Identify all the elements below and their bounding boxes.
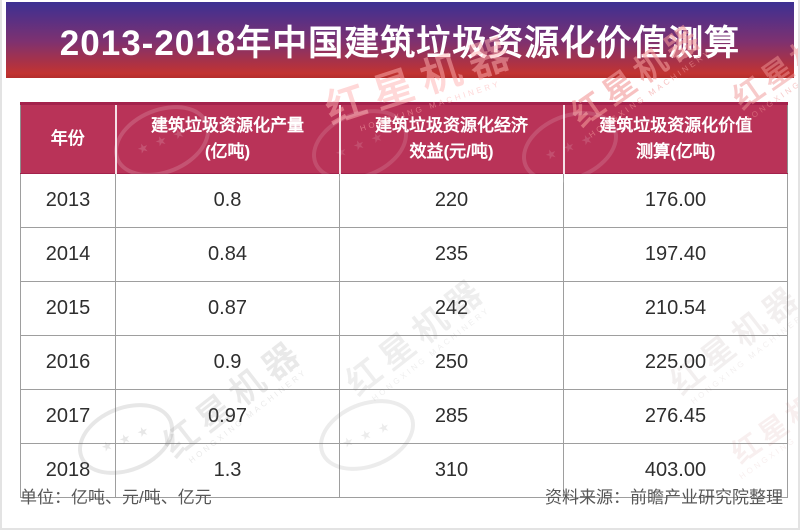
table-row: 2016 0.9 250 225.00 [20,335,788,390]
source-note: 资料来源：前瞻产业研究院整理 [545,488,783,507]
table-row: 2018 1.3 310 403.00 [20,443,788,498]
table-header-row: 年份 建筑垃圾资源化产量 (亿吨) 建筑垃圾资源化经济 效益(元/吨) 建筑垃圾… [20,102,788,174]
cell-year: 2016 [20,335,116,390]
cell-value: 403.00 [563,443,788,498]
cell-value: 176.00 [563,173,788,228]
cell-year: 2013 [20,173,116,228]
cell-output: 0.87 [115,281,340,336]
cell-benefit: 250 [339,335,564,390]
column-header-benefit: 建筑垃圾资源化经济 效益(元/吨) [338,102,564,174]
column-header-value: 建筑垃圾资源化价值 测算(亿吨) [562,102,788,174]
cell-value: 197.40 [563,227,788,282]
cell-year: 2018 [20,443,116,498]
unit-note: 单位：亿吨、元/吨、亿元 [20,488,212,507]
cell-output: 0.84 [115,227,340,282]
cell-output: 0.9 [115,335,340,390]
title-banner: 2013-2018年中国建筑垃圾资源化价值测算 [6,2,794,78]
column-header-output: 建筑垃圾资源化产量 (亿吨) [114,102,340,174]
cell-benefit: 220 [339,173,564,228]
data-table: 年份 建筑垃圾资源化产量 (亿吨) 建筑垃圾资源化经济 效益(元/吨) 建筑垃圾… [20,102,788,498]
cell-benefit: 235 [339,227,564,282]
table-row: 2013 0.8 220 176.00 [20,173,788,228]
cell-output: 0.97 [115,389,340,444]
cell-value: 225.00 [563,335,788,390]
cell-value: 210.54 [563,281,788,336]
table-row: 2017 0.97 285 276.45 [20,389,788,444]
table-row: 2015 0.87 242 210.54 [20,281,788,336]
cell-year: 2017 [20,389,116,444]
footer-notes: 单位：亿吨、元/吨、亿元 资料来源：前瞻产业研究院整理 [20,483,783,508]
cell-output: 0.8 [115,173,340,228]
cell-year: 2014 [20,227,116,282]
cell-benefit: 242 [339,281,564,336]
cell-year: 2015 [20,281,116,336]
column-header-year: 年份 [20,102,116,174]
cell-value: 276.45 [563,389,788,444]
cell-output: 1.3 [115,443,340,498]
cell-benefit: 285 [339,389,564,444]
table-row: 2014 0.84 235 197.40 [20,227,788,282]
page-title: 2013-2018年中国建筑垃圾资源化价值测算 [59,23,741,63]
